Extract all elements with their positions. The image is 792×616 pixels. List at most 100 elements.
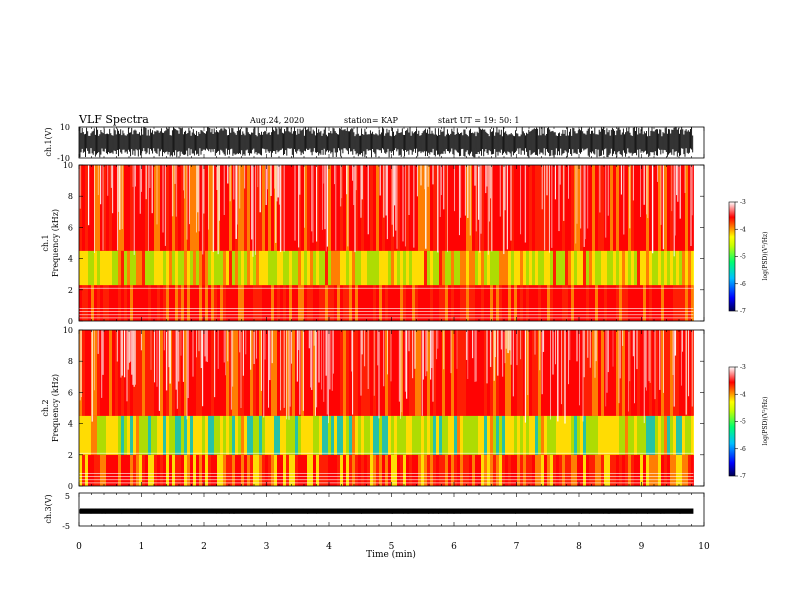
spectrogram-cell xyxy=(472,250,475,286)
spectrogram-cell xyxy=(547,330,550,416)
spectrogram-cell xyxy=(196,330,199,416)
spectrogram-cell xyxy=(688,415,691,455)
spectrogram-cell xyxy=(181,330,184,416)
x-tick-label: 4 xyxy=(326,542,332,552)
spectrogram-cell xyxy=(88,250,91,286)
spectrogram-cell xyxy=(289,415,292,455)
spectrogram-cell xyxy=(193,454,196,486)
spectrogram-cell xyxy=(82,330,85,416)
spectrogram-cell xyxy=(685,285,688,321)
colorbar-tick-label: -4 xyxy=(740,391,746,398)
spectrogram-cell xyxy=(634,415,637,455)
spectrogram-cell xyxy=(310,285,313,321)
spectrogram-cell xyxy=(226,165,229,251)
spectrogram-cell xyxy=(547,285,550,321)
spectrogram-cell xyxy=(592,415,595,455)
spectrogram-cell xyxy=(433,330,436,416)
ch2-spectrogram-panel: 0 2 4 6 8 10 ch.2 Frequency (kHz) xyxy=(41,326,705,491)
spectrogram-cell xyxy=(463,285,466,321)
ch1-spectrogram-panel: 0 2 4 6 8 10 ch.1 Frequency (kHz) xyxy=(41,161,705,326)
spectrogram-cell xyxy=(160,454,163,486)
spectrogram-cell xyxy=(640,415,643,455)
spectrogram-cell xyxy=(514,415,517,455)
spectrogram-cell xyxy=(460,285,463,321)
spectrogram-cell xyxy=(214,454,217,486)
freq-tick-label: 4 xyxy=(68,255,73,264)
spectrogram-cell xyxy=(406,415,409,455)
freq-tick-label: 0 xyxy=(68,482,73,491)
spectrogram-cell xyxy=(181,165,184,251)
spectrogram-cell xyxy=(637,415,640,455)
spectrogram-cell xyxy=(670,330,673,416)
spectrogram-cell xyxy=(472,330,475,416)
spectrogram-cell xyxy=(571,285,574,321)
spectrogram-cell xyxy=(85,454,88,486)
spectrogram-cell xyxy=(421,165,424,251)
x-tick-label: 5 xyxy=(389,542,395,552)
spectrogram-cell xyxy=(94,330,97,416)
spectrogram-cell xyxy=(451,250,454,286)
spectrogram-cell xyxy=(643,250,646,286)
spectrogram-cell xyxy=(337,415,340,455)
start-time-label: start UT = 19: 50: 1 xyxy=(438,116,519,125)
spectrogram-cell xyxy=(232,330,235,416)
spectrogram-cell xyxy=(367,454,370,486)
spectrogram-cell xyxy=(559,250,562,286)
spectrogram-cell xyxy=(385,285,388,321)
spectrogram-cell xyxy=(166,165,169,251)
spectrogram-cell xyxy=(490,454,493,486)
spectrogram-cell xyxy=(313,330,316,416)
spectrogram-cell xyxy=(505,415,508,455)
spectrogram-cell xyxy=(541,454,544,486)
ch2-spectrogram-ylabel: Frequency (kHz) xyxy=(51,374,60,442)
spectrogram-cell xyxy=(274,330,277,416)
spectrogram-cell xyxy=(415,415,418,455)
spectrogram-cell xyxy=(640,165,643,251)
spectrogram-cell xyxy=(241,165,244,251)
spectrogram-cell xyxy=(652,415,655,455)
spectrogram-cell xyxy=(385,415,388,455)
spectrogram-cell xyxy=(355,250,358,286)
spectrogram-cell xyxy=(214,330,217,416)
spectrogram-cell xyxy=(190,415,193,455)
spectrogram-cell xyxy=(646,285,649,321)
spectrogram-cell xyxy=(610,165,613,251)
spectrogram-cell xyxy=(385,330,388,416)
spectrogram-cell xyxy=(85,415,88,455)
spectrogram-cell xyxy=(469,285,472,321)
spectrogram-cell xyxy=(565,454,568,486)
spectrogram-cell xyxy=(178,415,181,455)
spectrogram-cell xyxy=(319,454,322,486)
spectrogram-cell xyxy=(226,415,229,455)
spectrogram-cell xyxy=(361,250,364,286)
spectrogram-cell xyxy=(280,415,283,455)
spectrogram-cell xyxy=(589,165,592,251)
spectrogram-cell xyxy=(403,285,406,321)
spectrogram-cell xyxy=(340,330,343,416)
spectrogram-cell xyxy=(292,165,295,251)
spectrogram-cell xyxy=(535,330,538,416)
spectrogram-cell xyxy=(469,415,472,455)
spectrogram-cell xyxy=(388,285,391,321)
spectrogram-cell xyxy=(211,250,214,286)
spectrogram-cell xyxy=(670,250,673,286)
spectrogram-cell xyxy=(169,250,172,286)
spectrogram-cell xyxy=(652,165,655,251)
spectrogram-cell xyxy=(436,415,439,455)
spectrogram-cell xyxy=(610,250,613,286)
spectrogram-cell xyxy=(271,165,274,251)
spectrogram-cell xyxy=(232,285,235,321)
spectrogram-cell xyxy=(676,415,679,455)
spectrogram-cell xyxy=(388,250,391,286)
spectrogram-cell xyxy=(376,165,379,251)
spectrogram-cell xyxy=(229,285,232,321)
spectrogram-cell xyxy=(319,165,322,251)
spectrogram-cell xyxy=(262,415,265,455)
spectrogram-cell xyxy=(415,330,418,416)
spectrogram-cell xyxy=(187,454,190,486)
spectrogram-cell xyxy=(244,415,247,455)
spectrogram-cell xyxy=(295,415,298,455)
spectrogram-cell xyxy=(217,415,220,455)
spectrogram-cell xyxy=(610,285,613,321)
spectrogram-cell xyxy=(601,285,604,321)
